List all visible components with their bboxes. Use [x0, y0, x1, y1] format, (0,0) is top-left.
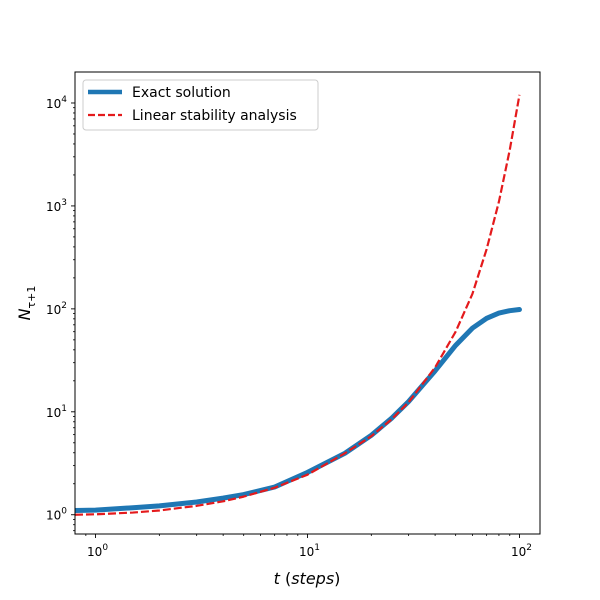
- y-axis-variable: N: [15, 308, 34, 320]
- legend-label-linear-stability-analysis: Linear stability analysis: [132, 108, 297, 124]
- x-tick-label: 101: [299, 543, 320, 559]
- y-axis-subscript: τ+1: [25, 286, 38, 309]
- legend-box: [82, 79, 319, 131]
- series-line-linear-stability-analysis: [75, 94, 521, 516]
- x-tick-label: 102: [511, 543, 532, 559]
- plot-area: [75, 94, 522, 516]
- y-tick-label: 102: [46, 301, 67, 317]
- y-axis-title: Nτ+1: [15, 286, 38, 321]
- y-tick-label: 100: [46, 507, 67, 523]
- series-line-exact-solution: [75, 307, 522, 513]
- x-axis-variable: t: [274, 569, 281, 588]
- x-axis-unit: steps: [291, 569, 334, 588]
- legend-label-exact-solution: Exact solution: [132, 85, 231, 101]
- x-axis-title: t (steps): [274, 569, 341, 588]
- y-tick-label: 104: [46, 95, 67, 111]
- x-tick-label: 100: [87, 543, 108, 559]
- series-layer: [75, 94, 522, 516]
- y-tick-label: 101: [46, 404, 67, 420]
- legend: Exact solution Linear stability analysis: [82, 79, 319, 131]
- y-tick-label: 103: [46, 198, 67, 214]
- plot-frame: [74, 71, 541, 535]
